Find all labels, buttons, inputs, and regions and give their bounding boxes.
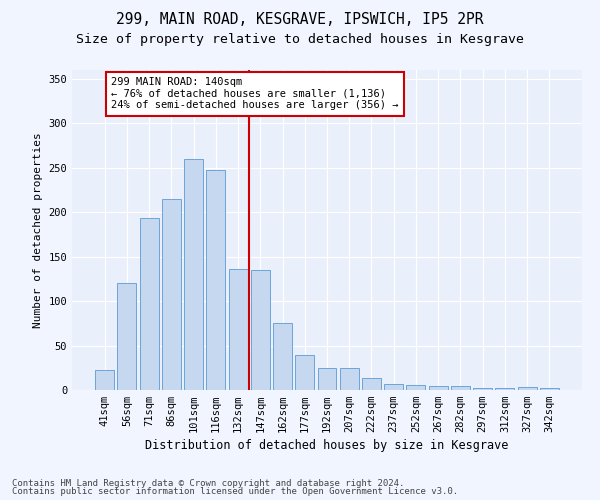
Text: 299, MAIN ROAD, KESGRAVE, IPSWICH, IP5 2PR: 299, MAIN ROAD, KESGRAVE, IPSWICH, IP5 2… bbox=[116, 12, 484, 28]
Bar bbox=[340, 368, 359, 390]
Bar bbox=[540, 388, 559, 390]
Bar bbox=[251, 270, 270, 390]
Text: Contains public sector information licensed under the Open Government Licence v3: Contains public sector information licen… bbox=[12, 487, 458, 496]
Text: Size of property relative to detached houses in Kesgrave: Size of property relative to detached ho… bbox=[76, 32, 524, 46]
Bar bbox=[140, 218, 158, 390]
Bar bbox=[273, 324, 292, 390]
Bar bbox=[518, 388, 536, 390]
X-axis label: Distribution of detached houses by size in Kesgrave: Distribution of detached houses by size … bbox=[145, 440, 509, 452]
Y-axis label: Number of detached properties: Number of detached properties bbox=[33, 132, 43, 328]
Text: 299 MAIN ROAD: 140sqm
← 76% of detached houses are smaller (1,136)
24% of semi-d: 299 MAIN ROAD: 140sqm ← 76% of detached … bbox=[112, 77, 399, 110]
Bar bbox=[451, 386, 470, 390]
Bar bbox=[384, 384, 403, 390]
Bar bbox=[496, 388, 514, 390]
Bar bbox=[362, 378, 381, 390]
Bar bbox=[429, 386, 448, 390]
Bar bbox=[317, 368, 337, 390]
Bar bbox=[229, 269, 248, 390]
Bar bbox=[95, 370, 114, 390]
Bar bbox=[162, 199, 181, 390]
Bar bbox=[206, 170, 225, 390]
Bar bbox=[295, 356, 314, 390]
Bar bbox=[118, 284, 136, 390]
Bar bbox=[473, 388, 492, 390]
Text: Contains HM Land Registry data © Crown copyright and database right 2024.: Contains HM Land Registry data © Crown c… bbox=[12, 478, 404, 488]
Bar bbox=[406, 384, 425, 390]
Bar bbox=[184, 159, 203, 390]
